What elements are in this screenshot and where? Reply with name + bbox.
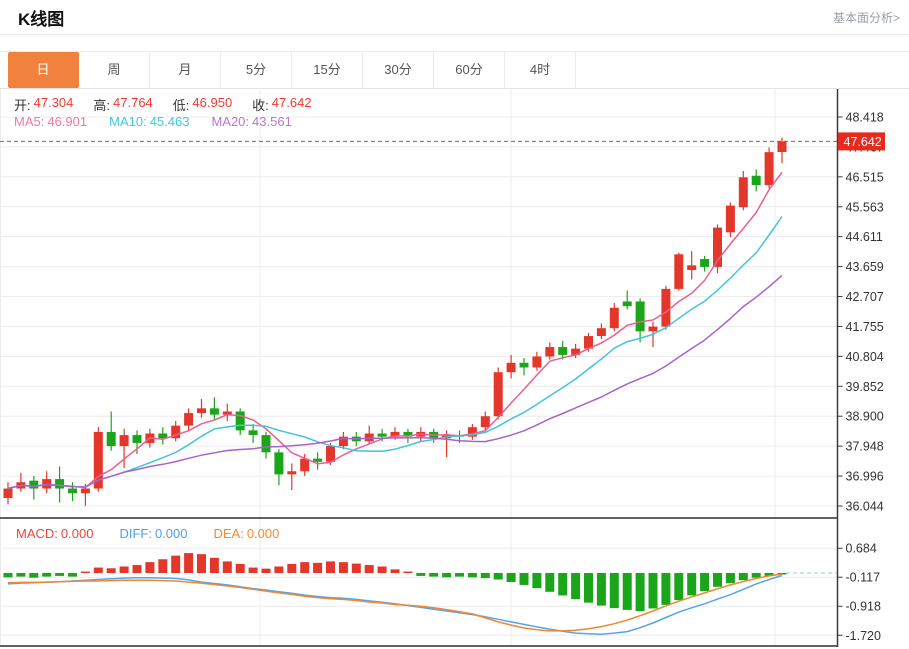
close-value: 47.642: [271, 95, 312, 110]
close-label: 收:: [252, 98, 269, 113]
svg-text:40.804: 40.804: [846, 350, 884, 364]
svg-text:43.659: 43.659: [846, 260, 884, 274]
page-header: K线图 基本面分析>: [0, 0, 909, 35]
svg-text:47.642: 47.642: [844, 135, 882, 149]
ma20-value: 43.561: [252, 114, 292, 129]
low-label: 低:: [172, 98, 190, 113]
tab-4hour[interactable]: 4时: [505, 52, 576, 88]
tab-week[interactable]: 周: [79, 52, 150, 88]
ma5-value: 46.901: [47, 114, 88, 129]
tab-5min[interactable]: 5分: [221, 52, 292, 88]
svg-text:48.418: 48.418: [846, 111, 884, 125]
svg-text:45.563: 45.563: [846, 200, 884, 214]
svg-text:39.852: 39.852: [846, 380, 884, 394]
diff-value: 0.000: [154, 526, 188, 541]
interval-tabbar: 日 周 月 5分 15分 30分 60分 4时: [0, 51, 909, 89]
tab-30min[interactable]: 30分: [363, 52, 434, 88]
svg-text:42.707: 42.707: [846, 290, 884, 304]
diff-label: DIFF:: [119, 526, 152, 541]
high-value: 47.764: [113, 95, 153, 110]
svg-text:44.611: 44.611: [846, 230, 883, 244]
svg-text:-0.918: -0.918: [846, 600, 881, 614]
svg-text:37.948: 37.948: [846, 440, 884, 454]
tab-15min[interactable]: 15分: [292, 52, 363, 88]
svg-text:41.755: 41.755: [846, 320, 884, 334]
high-label: 高:: [93, 98, 111, 113]
dea-value: 0.000: [246, 526, 280, 541]
svg-text:38.900: 38.900: [846, 410, 884, 424]
svg-text:46.515: 46.515: [846, 170, 884, 184]
open-value: 47.304: [33, 95, 74, 110]
open-label: 开:: [14, 98, 31, 113]
macd-label: MACD:: [16, 526, 58, 541]
low-value: 46.950: [192, 95, 233, 110]
fundamental-analysis-link[interactable]: 基本面分析>: [832, 10, 900, 25]
svg-text:0.684: 0.684: [846, 542, 877, 556]
svg-text:36.044: 36.044: [846, 500, 884, 514]
ma10-label: MA10:: [109, 114, 147, 129]
macd-readout: MACD: 0.000 DIFF: 0.000 DEA: 0.000: [16, 526, 279, 541]
tab-60min[interactable]: 60分: [434, 52, 505, 88]
kline-canvas[interactable]: 48.41847.46746.51545.56344.61143.65942.7…: [0, 89, 909, 649]
dea-label: DEA:: [213, 526, 244, 541]
tab-month[interactable]: 月: [150, 52, 221, 88]
ma-readout: MA5: 46.901 MA10: 45.463 MA20: 43.561: [14, 114, 292, 129]
macd-value: 0.000: [60, 526, 94, 541]
page-title: K线图: [18, 9, 65, 29]
tab-day[interactable]: 日: [8, 52, 79, 88]
ma5-label: MA5:: [14, 114, 45, 129]
ohlc-readout: 开: 47.304 高: 47.764 低: 46.950 收: 47.642: [14, 95, 312, 114]
ma20-label: MA20:: [211, 114, 250, 129]
ma10-value: 45.463: [149, 114, 190, 129]
svg-text:-1.720: -1.720: [846, 629, 881, 643]
svg-text:36.996: 36.996: [846, 470, 884, 484]
svg-text:-0.117: -0.117: [846, 571, 881, 585]
kline-chart: 开: 47.304 高: 47.764 低: 46.950 收: 47.642 MA5:…: [0, 89, 909, 649]
